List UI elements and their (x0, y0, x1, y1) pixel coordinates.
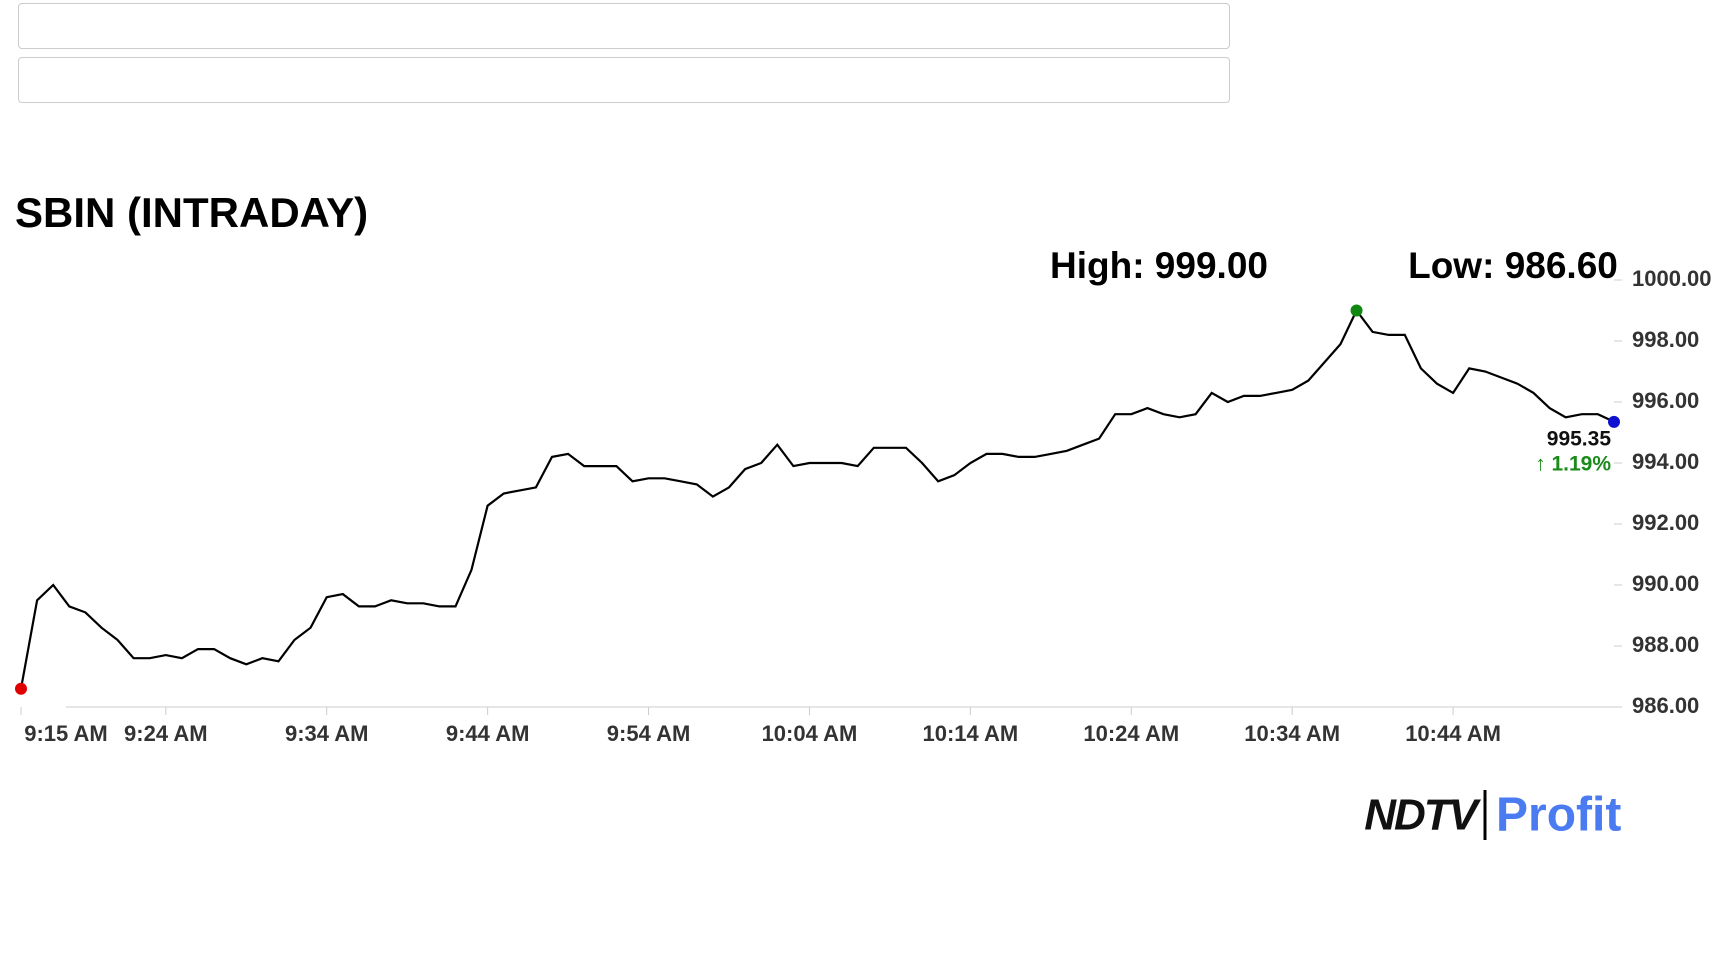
logo-profit: Profit (1496, 789, 1621, 842)
x-tick-label: 9:44 AM (446, 721, 530, 746)
high-dot (1350, 304, 1363, 317)
x-tick-label: 9:24 AM (124, 721, 208, 746)
y-tick-label: 990.00 (1632, 571, 1699, 596)
x-tick-label: 9:54 AM (607, 721, 691, 746)
low-label: Low: 986.60 (1408, 245, 1618, 286)
last-dot (1608, 415, 1620, 428)
change-label: ↑ 1.19% (1535, 453, 1611, 476)
price-line (19, 308, 1615, 689)
x-tick-label: 10:44 AM (1405, 721, 1501, 746)
x-tick-label: 10:24 AM (1083, 721, 1179, 746)
chart-title: SBIN (INTRADAY) (15, 189, 368, 236)
x-tick-label: 10:04 AM (762, 721, 858, 746)
high-label: High: 999.00 (1050, 245, 1268, 286)
x-tick-label: 9:15 AM (24, 721, 108, 746)
y-tick-label: 994.00 (1632, 449, 1699, 474)
y-tick-label: 996.00 (1632, 388, 1699, 413)
low-dot (15, 682, 27, 695)
y-tick-label: 988.00 (1632, 632, 1699, 657)
x-tick-label: 10:34 AM (1244, 721, 1340, 746)
y-tick-label: 998.00 (1632, 327, 1699, 352)
input-box[interactable] (18, 57, 1230, 103)
y-tick-label: 992.00 (1632, 510, 1699, 535)
input-box[interactable] (18, 3, 1230, 49)
y-tick-label: 1000.00 (1632, 266, 1712, 291)
x-tick-label: 10:14 AM (922, 721, 1018, 746)
logo-ndtv: NDTV (1364, 791, 1481, 840)
x-tick-label: 9:34 AM (285, 721, 369, 746)
y-tick-label: 986.00 (1632, 693, 1699, 718)
last-value: 995.35 (1547, 428, 1612, 451)
